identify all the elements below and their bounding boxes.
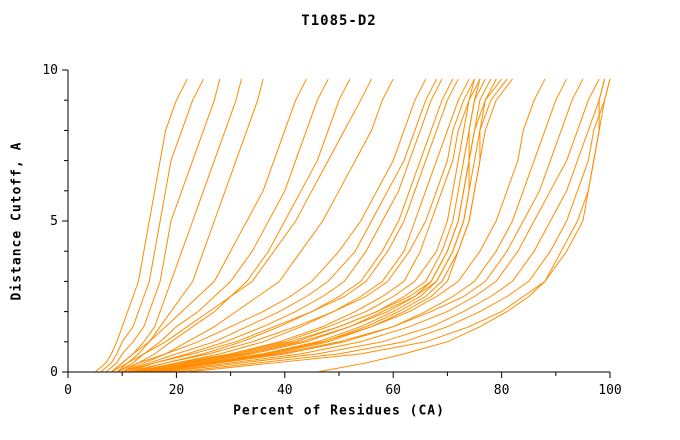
x-axis-label: Percent of Residues (CA) [233, 403, 445, 419]
model-curve [143, 78, 546, 373]
x-tick-label: 0 [64, 383, 72, 398]
model-curve [105, 78, 221, 373]
x-tick-label: 40 [277, 383, 293, 398]
axes-group: 0 20 40 60 80 100 0 5 10 [42, 63, 621, 398]
model-curve [176, 78, 611, 373]
model-curve [138, 78, 508, 373]
model-curve [160, 78, 600, 373]
model-curve [116, 78, 329, 373]
model-curve [138, 78, 481, 373]
model-curve [111, 78, 372, 373]
chart-title: T1085-D2 [301, 13, 377, 29]
model-curve [154, 78, 502, 373]
model-curve [154, 78, 568, 373]
model-curve [111, 78, 307, 373]
model-curve [116, 78, 264, 373]
model-curve [122, 78, 438, 373]
x-tick-label: 80 [494, 383, 510, 398]
model-curve [132, 78, 497, 373]
x-tick-label: 20 [169, 383, 185, 398]
model-curve [121, 78, 351, 373]
model-curve [122, 78, 459, 373]
model-curve [122, 78, 394, 373]
model-curve [149, 78, 584, 373]
model-curve [116, 78, 427, 373]
model-curves-group [94, 78, 611, 373]
y-tick-label: 0 [50, 365, 58, 380]
x-tick-label: 60 [385, 383, 401, 398]
model-curve [317, 78, 606, 373]
model-curve [143, 78, 481, 373]
model-curve [127, 78, 475, 373]
model-curve [165, 78, 606, 373]
model-curve [187, 78, 611, 373]
model-curve [111, 78, 242, 373]
y-tick-label: 5 [50, 214, 58, 229]
model-curve [127, 78, 443, 373]
model-curve [94, 78, 188, 373]
x-tick-label: 100 [598, 383, 621, 398]
model-curve [138, 78, 470, 373]
y-axis-label: Distance Cutoff, A [9, 141, 25, 301]
model-curve [149, 78, 513, 373]
y-tick-label: 10 [42, 63, 58, 78]
model-curve [100, 78, 204, 373]
model-curve [132, 78, 475, 373]
model-curve [132, 78, 454, 373]
